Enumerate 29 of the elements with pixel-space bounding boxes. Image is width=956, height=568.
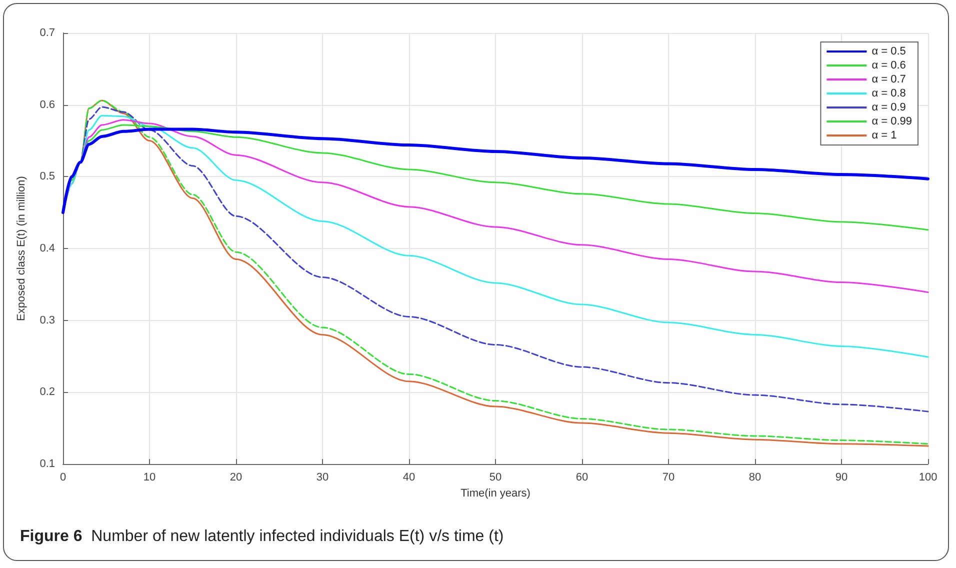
y-tick-label: 0.5 xyxy=(40,170,55,183)
x-axis-title: Time(in years) xyxy=(460,487,530,500)
x-tick-label: 50 xyxy=(489,472,502,484)
legend-label: α = 0.99 xyxy=(872,116,912,128)
y-tick-label: 0.3 xyxy=(40,314,55,326)
x-tick-label: 10 xyxy=(143,472,156,484)
legend-label: α = 0.7 xyxy=(872,74,906,86)
y-tick-label: 0.7 xyxy=(40,27,55,39)
x-tick-label: 0 xyxy=(60,472,66,484)
caption: Figure 6 Number of new latently infected individuals E(t) v/s time (t) xyxy=(20,528,504,546)
y-tick-label: 0.1 xyxy=(40,458,55,470)
x-tick-label: 40 xyxy=(402,472,416,484)
y-tick-label: 0.4 xyxy=(40,242,55,254)
x-tick-label: 100 xyxy=(918,472,938,484)
y-tick-label: 0.6 xyxy=(40,98,55,111)
legend-label: α = 0.8 xyxy=(872,88,906,100)
y-axis-title: Exposed class E(t) (in million) xyxy=(16,176,28,321)
legend-label: α = 0.6 xyxy=(872,60,906,72)
x-tick-label: 90 xyxy=(835,472,848,484)
x-tick-label: 60 xyxy=(576,472,588,484)
line-series xyxy=(62,128,930,214)
y-tick-label: 0.2 xyxy=(40,386,55,398)
legend-label: α = 0.5 xyxy=(872,46,906,58)
legend-label: α = 1 xyxy=(872,130,897,142)
x-tick-label: 30 xyxy=(316,472,329,484)
legend-label: α = 0.9 xyxy=(872,102,906,114)
x-tick-label: 20 xyxy=(230,472,242,484)
x-tick-label: 80 xyxy=(748,472,762,484)
x-tick-label: 70 xyxy=(662,472,675,484)
